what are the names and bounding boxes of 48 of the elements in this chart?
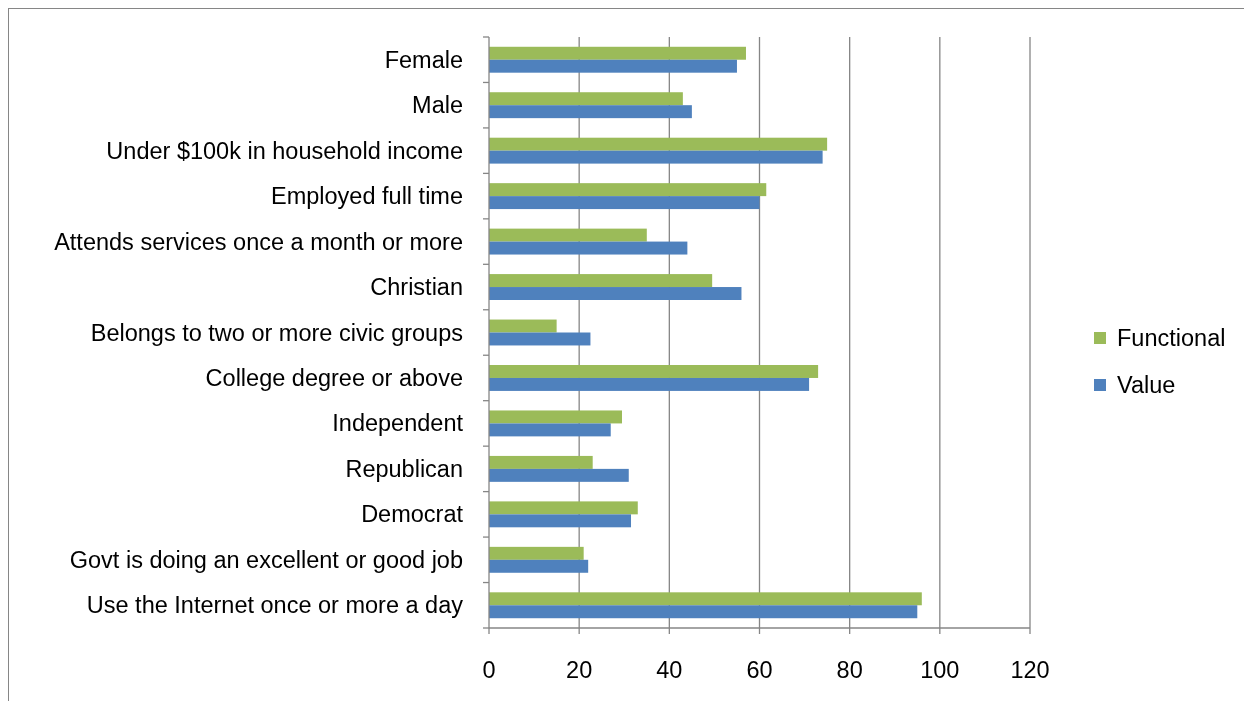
x-tick-label: 60 bbox=[746, 657, 773, 683]
y-tick-label: Democrat bbox=[361, 501, 464, 528]
bar bbox=[489, 410, 622, 424]
y-tick-label: College degree or above bbox=[205, 364, 463, 391]
y-tick-label: Under $100k in household income bbox=[106, 137, 463, 164]
bar bbox=[489, 287, 742, 300]
y-tick-label: Govt is doing an excellent or good job bbox=[69, 546, 463, 573]
bar bbox=[489, 274, 713, 288]
bar bbox=[489, 332, 591, 346]
y-tick-label: Female bbox=[384, 46, 463, 73]
bar bbox=[489, 150, 823, 164]
bar bbox=[489, 455, 593, 469]
bar bbox=[489, 514, 632, 528]
bar bbox=[489, 196, 760, 210]
bar bbox=[489, 319, 557, 333]
x-tick-label: 120 bbox=[1010, 657, 1050, 683]
bar bbox=[489, 468, 629, 482]
legend-label: Functional bbox=[1117, 325, 1226, 351]
x-tick-label: 80 bbox=[836, 657, 863, 683]
bar bbox=[489, 546, 584, 560]
legend-label: Value bbox=[1117, 372, 1176, 398]
y-tick-label: Attends services once a month or more bbox=[54, 228, 463, 255]
bar bbox=[489, 137, 828, 151]
y-tick-label: Independent bbox=[332, 410, 464, 437]
bar bbox=[489, 59, 737, 73]
bar bbox=[489, 365, 819, 378]
bar bbox=[489, 501, 638, 515]
bar bbox=[489, 377, 810, 391]
x-tick-label: 100 bbox=[920, 657, 960, 683]
bar bbox=[489, 92, 683, 106]
bar bbox=[489, 241, 688, 255]
y-tick-label: Republican bbox=[345, 455, 463, 482]
bar bbox=[489, 559, 589, 573]
bar bbox=[489, 46, 746, 60]
y-tick-label: Christian bbox=[370, 274, 463, 301]
y-tick-label: Male bbox=[412, 92, 463, 119]
x-tick-label: 20 bbox=[566, 657, 593, 683]
x-tick-label: 40 bbox=[656, 657, 683, 683]
y-tick-label: Belongs to two or more civic groups bbox=[90, 319, 463, 346]
bar bbox=[489, 183, 767, 197]
bar bbox=[489, 423, 611, 437]
bar bbox=[489, 228, 647, 242]
bar bbox=[489, 592, 922, 606]
y-tick-label: Use the Internet once or more a day bbox=[86, 592, 464, 619]
bar bbox=[489, 105, 692, 119]
bar bbox=[489, 605, 918, 619]
x-tick-label: 0 bbox=[482, 657, 496, 683]
y-tick-label: Employed full time bbox=[271, 183, 463, 210]
